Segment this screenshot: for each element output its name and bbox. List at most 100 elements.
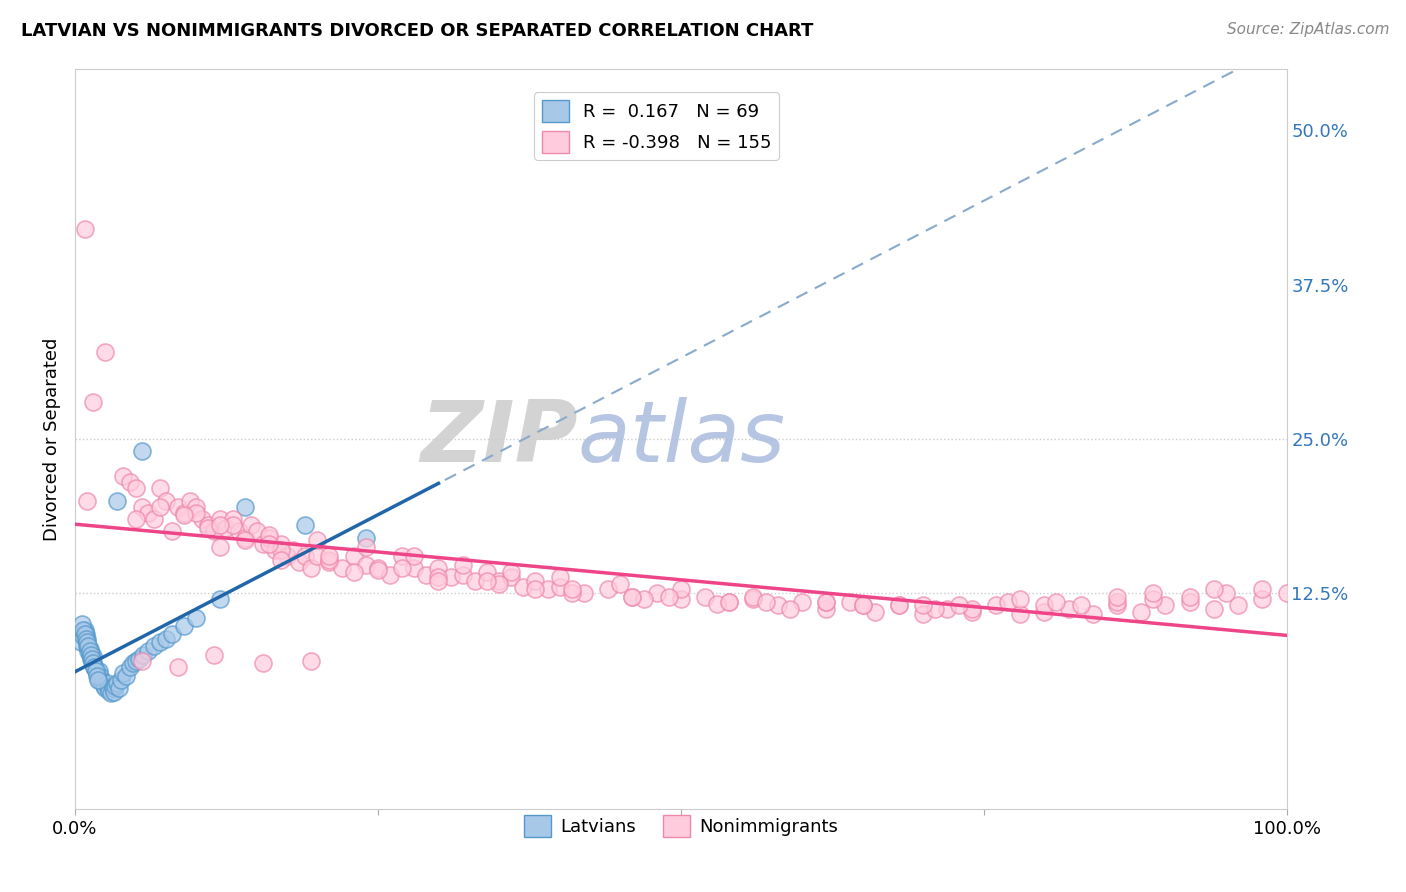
Point (202, 648, 225, 662)
Point (118, 475, 141, 489)
Point (209, 592, 232, 607)
Point (488, 574, 510, 588)
Point (1130, 605, 1153, 619)
Point (131, 500, 153, 514)
Point (270, 537, 292, 551)
Point (851, 599, 873, 613)
Point (186, 506, 208, 520)
Point (475, 574, 498, 588)
Point (415, 567, 437, 582)
Point (252, 537, 274, 551)
Point (318, 555, 340, 569)
Point (815, 595, 838, 609)
Point (77, 639, 100, 653)
Point (960, 605, 983, 619)
Point (1070, 599, 1092, 613)
Point (107, 676, 129, 690)
Point (82, 394, 104, 409)
Point (501, 565, 523, 579)
Point (451, 558, 474, 572)
Point (1251, 582, 1274, 597)
Point (136, 506, 159, 520)
Point (173, 508, 195, 523)
Point (118, 660, 141, 674)
Point (142, 639, 165, 653)
Point (1105, 595, 1128, 609)
Point (79, 641, 101, 656)
Point (91, 676, 114, 690)
Point (633, 592, 655, 607)
Point (75, 632, 97, 646)
Point (89, 664, 111, 678)
Point (1033, 599, 1056, 613)
Text: ZIP: ZIP (420, 397, 578, 480)
Point (1251, 592, 1274, 607)
Point (536, 582, 558, 597)
Point (948, 599, 970, 613)
Point (1227, 599, 1250, 613)
Point (209, 518, 232, 533)
Point (779, 602, 801, 616)
Point (89, 673, 111, 687)
Point (80, 654, 103, 668)
Point (561, 586, 583, 600)
Point (112, 666, 135, 681)
Point (294, 518, 316, 533)
Point (93, 679, 115, 693)
Point (112, 468, 135, 483)
Point (276, 549, 298, 563)
Point (124, 654, 146, 668)
Point (427, 570, 450, 584)
Point (107, 493, 129, 508)
Point (264, 543, 287, 558)
Point (512, 580, 534, 594)
Y-axis label: Divorced or Separated: Divorced or Separated (44, 337, 60, 541)
Point (80, 648, 103, 662)
Point (76, 493, 98, 508)
Point (427, 574, 450, 588)
Point (131, 654, 153, 668)
Point (83, 660, 105, 674)
Point (160, 627, 183, 641)
Point (1045, 595, 1067, 609)
Point (209, 512, 232, 526)
Point (318, 549, 340, 563)
Point (89, 669, 111, 683)
Point (609, 577, 631, 591)
Point (1202, 582, 1225, 597)
Point (124, 512, 146, 526)
Point (76, 635, 98, 649)
Point (742, 590, 765, 604)
Point (76, 639, 98, 653)
Point (80, 651, 103, 665)
Point (1202, 602, 1225, 616)
Point (367, 561, 389, 575)
Point (72, 629, 94, 643)
Point (1142, 592, 1164, 607)
Point (97, 681, 120, 695)
Point (658, 590, 681, 604)
Point (228, 524, 250, 539)
Point (107, 681, 129, 695)
Point (1008, 607, 1031, 621)
Point (404, 549, 426, 563)
Point (90, 673, 112, 688)
Point (1275, 586, 1298, 600)
Point (1142, 586, 1164, 600)
Point (132, 648, 155, 662)
Point (73, 627, 96, 641)
Point (706, 597, 728, 611)
Text: atlas: atlas (578, 397, 786, 480)
Point (167, 660, 190, 674)
Point (367, 563, 389, 577)
Point (464, 574, 486, 588)
Point (912, 599, 935, 613)
Point (75, 627, 97, 641)
Point (87, 673, 110, 687)
Point (887, 599, 910, 613)
Point (1105, 599, 1128, 613)
Point (131, 444, 153, 458)
Point (76, 632, 98, 646)
Point (1033, 605, 1056, 619)
Point (94, 345, 117, 359)
